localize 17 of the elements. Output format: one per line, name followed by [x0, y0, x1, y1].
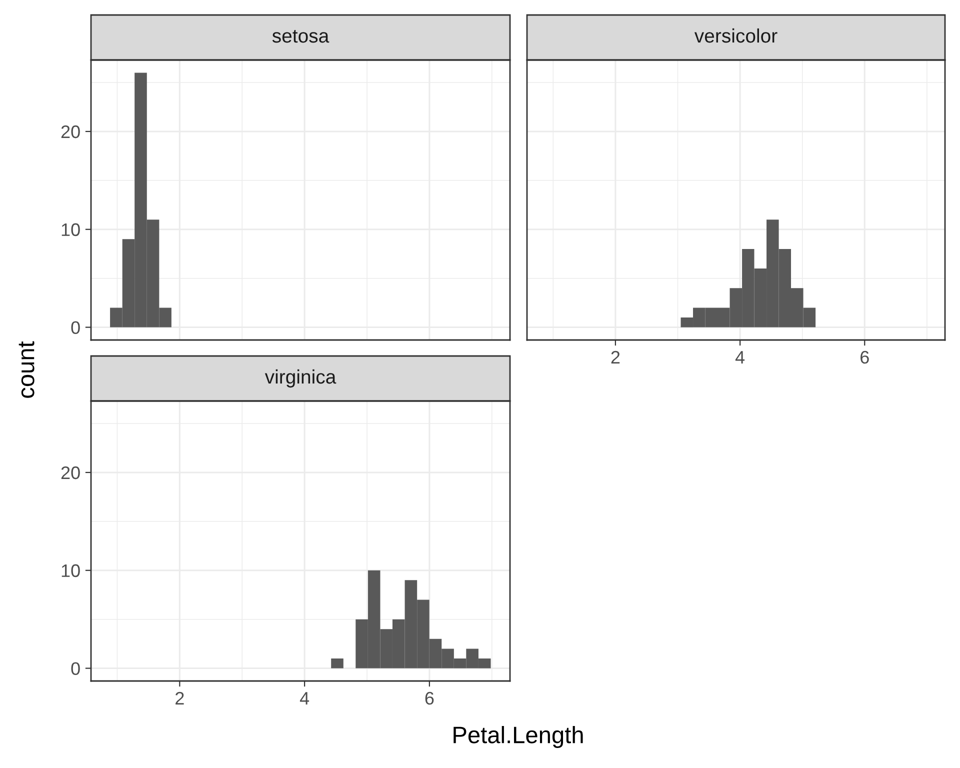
chart-title: versicolor [694, 28, 778, 43]
y-tick-label: 10 [62, 564, 80, 578]
x-tick-label: 2 [176, 692, 184, 704]
y-tick-label: 20 [61, 125, 80, 138]
x-axis-title: Petal.Length [454, 726, 583, 748]
x-tick-label: 4 [300, 692, 310, 704]
chart-title: setosa [272, 30, 330, 43]
chart-title: virginica [264, 369, 336, 388]
x-tick-label: 6 [425, 692, 434, 705]
y-tick-label: 20 [61, 466, 80, 480]
x-tick-label: 2 [611, 350, 620, 364]
x-tick-label: 4 [735, 351, 745, 364]
x-tick-label: 6 [860, 350, 869, 364]
y-tick-label: 0 [71, 321, 80, 334]
y-axis-title: count [18, 341, 34, 398]
y-tick-label: 0 [71, 662, 80, 675]
y-tick-label: 10 [62, 223, 80, 236]
